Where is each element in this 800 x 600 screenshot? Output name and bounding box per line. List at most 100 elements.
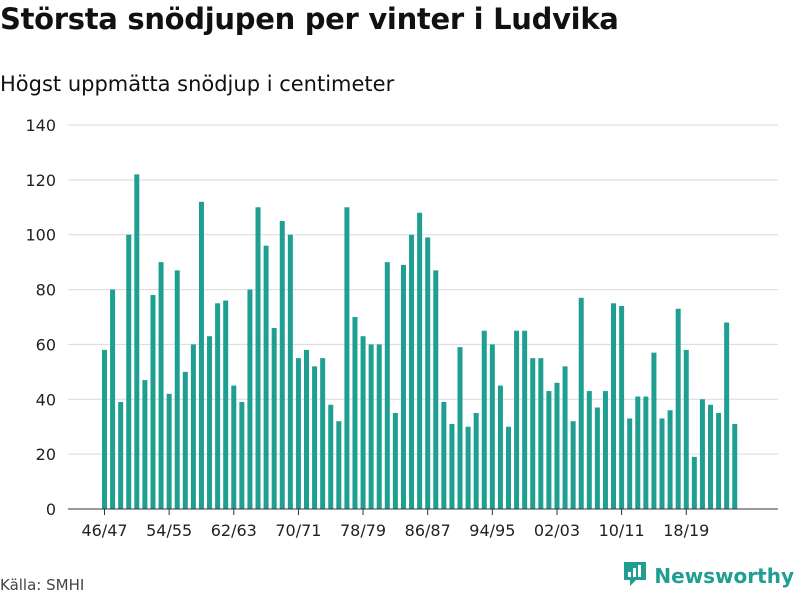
- bar-61/62: [223, 300, 229, 509]
- y-tick-label: 40: [36, 390, 56, 409]
- bar-90/91: [457, 347, 463, 509]
- bar-94/95: [489, 344, 495, 509]
- bar-56/57: [182, 371, 188, 509]
- source-note: Källa: SMHI: [0, 576, 85, 594]
- bar-77/78: [352, 317, 358, 509]
- bar-05/06: [578, 297, 584, 509]
- bar-52/53: [150, 295, 156, 509]
- bar-84/85: [409, 234, 415, 509]
- bar-82/83: [392, 413, 398, 509]
- bar-85/86: [417, 212, 423, 509]
- bar-98/99: [522, 330, 528, 509]
- bar-62/63: [231, 385, 237, 509]
- x-axis: 46/47 54/55 62/63 70/71 78/79 86/87 94/95 02/03…: [68, 508, 778, 540]
- y-tick-label: 140: [25, 116, 56, 135]
- bar-22/23: [716, 413, 722, 509]
- bar-51/52: [142, 380, 148, 509]
- bar-16/17: [667, 410, 673, 509]
- bar-24/25: [732, 423, 738, 509]
- y-tick-label: 20: [36, 445, 56, 464]
- bar-57/58: [190, 344, 196, 509]
- bar-19/20: [691, 456, 697, 509]
- bar-81/82: [384, 262, 390, 509]
- bar-07/08: [594, 407, 600, 509]
- chart-title: Största snödjupen per vinter i Ludvika: [0, 2, 619, 36]
- x-tick-label: 78/79: [340, 521, 386, 540]
- bar-87/88: [433, 270, 439, 509]
- bar-00/01: [538, 358, 544, 509]
- x-tick-label: 02/03: [534, 521, 580, 540]
- bar-04/05: [570, 421, 576, 509]
- bar-71/72: [304, 349, 309, 509]
- bar-76/77: [344, 207, 350, 509]
- bar-02/03: [554, 382, 560, 509]
- bar-83/84: [400, 264, 406, 509]
- bar-67/68: [271, 327, 277, 509]
- bar-79/80: [368, 344, 374, 509]
- bar-14/15: [651, 352, 657, 509]
- bar-65/66: [255, 207, 261, 509]
- brand-logo: Newsworthy: [622, 560, 794, 592]
- bar-97/98: [514, 330, 520, 509]
- bar-49/50: [126, 234, 132, 509]
- bar-18/19: [683, 349, 689, 509]
- x-tick-label: 70/71: [275, 521, 321, 540]
- bar-59/60: [207, 336, 213, 509]
- bar-60/61: [215, 303, 221, 509]
- bar-70/71: [295, 358, 301, 509]
- bar-53/54: [158, 262, 164, 509]
- bar-54/55: [166, 393, 172, 509]
- y-tick-label: 80: [36, 281, 56, 300]
- bar-86/87: [425, 237, 431, 509]
- y-tick-label: 100: [25, 226, 56, 245]
- bar-20/21: [699, 399, 705, 509]
- bar-12/13: [635, 396, 641, 509]
- bar-69/70: [287, 234, 293, 509]
- chart-subtitle: Högst uppmätta snödjup i centimeter: [0, 72, 395, 96]
- y-tick-label: 0: [46, 500, 56, 519]
- bar-72/73: [312, 366, 318, 509]
- bar-78/79: [360, 336, 366, 509]
- bar-13/14: [643, 396, 649, 509]
- bar-47/48: [110, 289, 116, 509]
- bar-55/56: [174, 270, 180, 509]
- x-tick-label: 86/87: [405, 521, 451, 540]
- bar-50/51: [134, 174, 140, 509]
- bar-chart: 0 20 40 60 80 100 120 140 46/47 54/55 62/63 70/71 7…: [25, 116, 778, 540]
- bar-91/92: [465, 426, 471, 509]
- y-tick-label: 120: [25, 171, 56, 190]
- bar-95/96: [497, 385, 503, 509]
- bar-58/59: [198, 201, 204, 510]
- bar-17/18: [675, 308, 681, 509]
- bar-03/04: [562, 366, 568, 509]
- bar-75/76: [336, 421, 342, 509]
- y-axis-tick-labels: 0 20 40 60 80 100 120 140: [25, 116, 56, 519]
- x-tick-label: 18/19: [663, 521, 709, 540]
- bar-15/16: [659, 418, 665, 509]
- bar-96/97: [506, 426, 511, 509]
- bar-series: [102, 174, 738, 510]
- bar-80/81: [376, 344, 382, 509]
- x-tick-label: 46/47: [81, 521, 127, 540]
- bar-63/64: [239, 402, 245, 509]
- bar-74/75: [328, 404, 334, 509]
- bar-64/65: [247, 289, 253, 509]
- bar-23/24: [724, 322, 730, 509]
- bar-93/94: [481, 330, 487, 509]
- brand-name: Newsworthy: [654, 564, 794, 588]
- bar-48/49: [118, 402, 124, 509]
- bar-01/02: [546, 391, 552, 509]
- x-tick-label: 94/95: [469, 521, 515, 540]
- x-tick-label: 62/63: [211, 521, 257, 540]
- bar-08/09: [602, 391, 608, 509]
- bar-66/67: [263, 245, 269, 509]
- bar-88/89: [441, 402, 447, 509]
- x-tick-label: 10/11: [599, 521, 645, 540]
- bar-11/12: [627, 418, 633, 509]
- bar-09/10: [611, 303, 617, 509]
- bar-92/93: [473, 413, 479, 509]
- bar-73/74: [320, 358, 326, 509]
- bar-06/07: [586, 391, 592, 509]
- bar-46/47: [102, 349, 107, 509]
- bar-68/69: [279, 221, 285, 509]
